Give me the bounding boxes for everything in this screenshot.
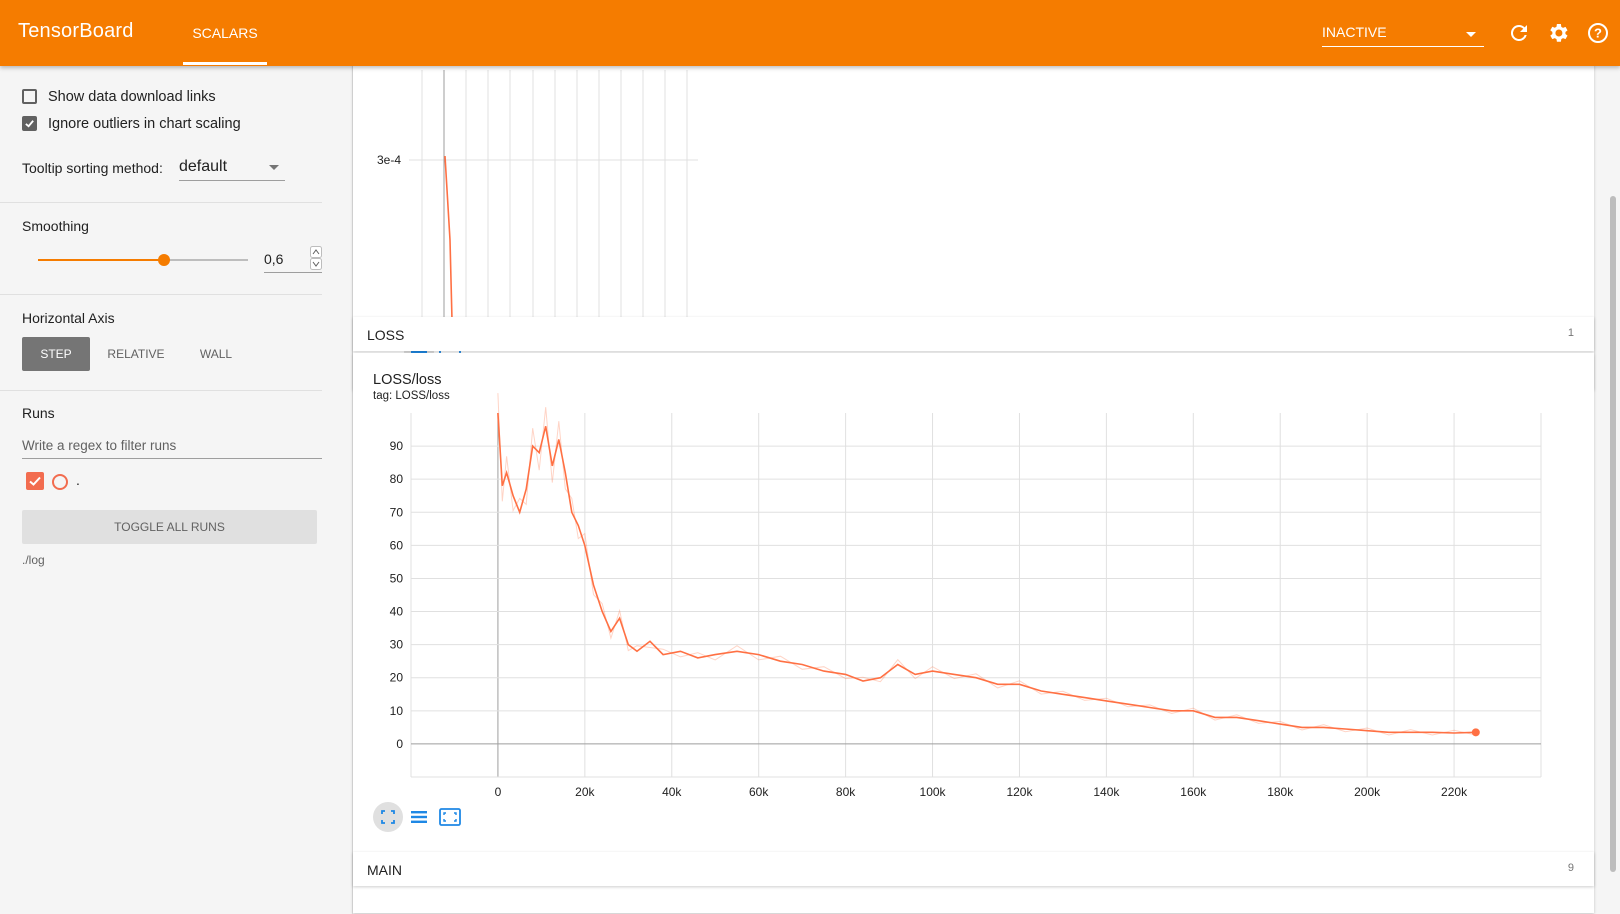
expand-icon <box>381 810 395 824</box>
y-tick-label: 50 <box>390 571 404 585</box>
inactive-dashboard-select[interactable]: INACTIVE <box>1322 18 1484 47</box>
loss-chart-svg[interactable]: 0 20k 40k 60k 80k 100k 120k 140k 160k 180k 200k 220… <box>353 353 1594 803</box>
x-tick-label: 80k <box>836 785 856 799</box>
loss-chart-card: LOSS/loss tag: LOSS/loss 0 20k 40k 60k 80k 10… <box>353 353 1594 913</box>
y-tick-label: 3e-4 <box>377 153 401 167</box>
x-tick-label: 220k <box>1441 785 1468 799</box>
y-tick-label: 10 <box>390 704 404 718</box>
y-tick-label: 70 <box>390 505 404 519</box>
divider <box>0 390 322 391</box>
x-tick-label: 60k <box>749 785 769 799</box>
sidebar: Show data download links Ignore outliers… <box>0 66 353 914</box>
x-tick-label: 140k <box>1093 785 1120 799</box>
refresh-icon[interactable] <box>1507 21 1531 45</box>
tooltip-sorting-select[interactable]: default <box>179 154 285 181</box>
group-header-loss[interactable]: LOSS 1 <box>353 317 1594 351</box>
smoothing-label: Smoothing <box>22 218 89 234</box>
x-tick-label: 40k <box>662 785 682 799</box>
horizontal-axis-label: Horizontal Axis <box>22 310 115 326</box>
top-chart-grid <box>409 70 698 321</box>
x-tick-label: 120k <box>1006 785 1033 799</box>
chart-title: LOSS/loss <box>373 372 442 388</box>
tooltip-sorting-label: Tooltip sorting method: <box>22 160 163 176</box>
y-tick-label: 20 <box>390 671 404 685</box>
divider <box>0 202 322 203</box>
run-color-radio[interactable] <box>52 474 68 490</box>
check-icon <box>25 120 34 128</box>
gear-icon[interactable] <box>1546 21 1570 45</box>
active-tab-indicator <box>183 62 267 65</box>
run-name: . <box>76 472 80 488</box>
number-spinner-icon[interactable] <box>310 246 322 270</box>
ignore-outliers-label: Ignore outliers in chart scaling <box>48 116 241 132</box>
run-filter-placeholder: Write a regex to filter runs <box>22 438 177 453</box>
app-title: TensorBoard <box>18 20 134 42</box>
fullscreen-button[interactable] <box>373 802 403 832</box>
scrollbar-thumb[interactable] <box>1610 196 1616 872</box>
chevron-down-icon <box>269 165 279 170</box>
y-tick-label: 40 <box>390 605 404 619</box>
axis-step-button[interactable]: STEP <box>22 337 90 371</box>
tooltip-sorting-value: default <box>179 158 228 175</box>
runs-label: Runs <box>22 405 55 421</box>
show-download-links-label: Show data download links <box>48 89 216 105</box>
list-icon <box>411 811 427 823</box>
ignore-outliers-checkbox[interactable] <box>22 116 37 131</box>
axis-relative-button[interactable]: RELATIVE <box>107 347 165 361</box>
top-chart-svg: 3e-4 <box>377 70 698 321</box>
fit-domain-button[interactable] <box>435 802 465 832</box>
x-tick-label: 0 <box>495 785 502 799</box>
svg-text:?: ? <box>1594 26 1602 41</box>
series-end-point <box>1471 728 1480 737</box>
top-app-bar: TensorBoard SCALARS INACTIVE ? <box>0 0 1620 66</box>
divider <box>0 294 322 295</box>
run-filter-input[interactable]: Write a regex to filter runs <box>22 430 322 459</box>
inactive-select-value: INACTIVE <box>1322 24 1387 40</box>
series-line <box>497 412 1476 734</box>
x-tick-label: 200k <box>1354 785 1381 799</box>
smoothing-input[interactable]: 0,6 <box>264 246 322 273</box>
log-scale-button[interactable] <box>404 802 434 832</box>
group-count: 1 <box>1567 327 1574 339</box>
help-icon[interactable]: ? <box>1586 21 1610 45</box>
y-tick-label: 60 <box>390 538 404 552</box>
logdir-label: ./log <box>22 553 45 567</box>
group-name: MAIN <box>367 862 402 878</box>
y-tick-label: 90 <box>390 439 404 453</box>
run-checkbox[interactable] <box>26 472 44 490</box>
chart-tag: tag: LOSS/loss <box>373 390 450 402</box>
smoothing-value: 0,6 <box>264 251 284 267</box>
smoothing-slider-handle[interactable] <box>158 254 170 266</box>
check-icon <box>29 476 41 486</box>
x-tick-label: 160k <box>1180 785 1207 799</box>
chevron-down-icon <box>1466 32 1476 37</box>
main-content: 3e-4 LOSS 1 LOSS/loss tag: LOSS/loss 0 20… <box>353 62 1620 914</box>
group-name: LOSS <box>367 327 405 343</box>
x-tick-label: 180k <box>1267 785 1294 799</box>
x-tick-label: 100k <box>920 785 947 799</box>
smoothing-slider-fill <box>38 259 164 261</box>
series-raw-line <box>497 393 1476 736</box>
y-tick-label: 0 <box>396 737 403 751</box>
axis-wall-button[interactable]: WALL <box>199 347 233 361</box>
y-tick-label: 80 <box>390 472 404 486</box>
group-header-main[interactable]: MAIN 9 <box>353 852 1594 886</box>
y-tick-label: 30 <box>390 638 404 652</box>
show-download-links-checkbox[interactable] <box>22 89 37 104</box>
x-tick-label: 20k <box>575 785 595 799</box>
tab-scalars[interactable]: SCALARS <box>192 25 258 41</box>
toggle-all-runs-button[interactable]: TOGGLE ALL RUNS <box>22 510 317 544</box>
group-count: 9 <box>1567 862 1574 874</box>
smoothing-slider-track[interactable] <box>38 254 248 266</box>
series-line <box>444 155 453 321</box>
fit-to-data-icon <box>439 808 461 826</box>
